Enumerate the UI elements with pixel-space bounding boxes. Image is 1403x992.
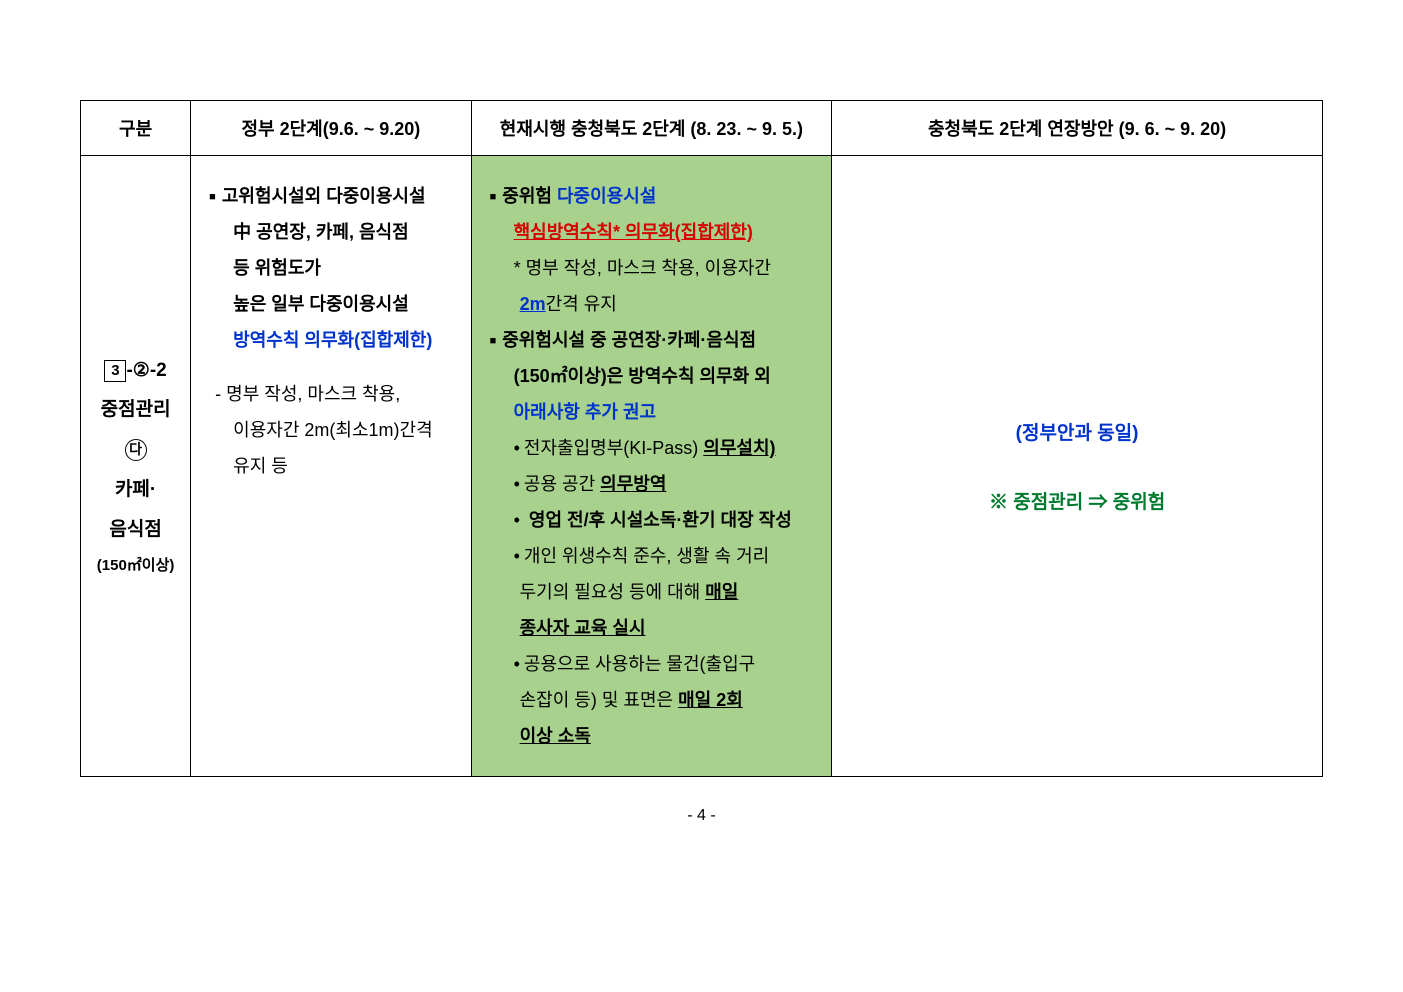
page-number: - 4 - <box>80 807 1323 825</box>
gov-l3: 등 위험도가 <box>209 250 452 286</box>
category-line4: 카페· <box>87 470 184 510</box>
cur-l1b: 다중이용시설 <box>557 186 656 206</box>
cur-l5: ■중위험시설 중 공연장·카페·음식점 <box>490 322 814 358</box>
cur-l1: ■중위험 다중이용시설 <box>490 178 814 214</box>
category-dash2: -2 <box>150 360 167 381</box>
square-bullet-icon: ■ <box>490 335 503 347</box>
cur-l2a: 핵심방역수칙* 의무화(집합제한) <box>514 222 753 242</box>
cur-l4b: 간격 유지 <box>546 294 617 314</box>
table-row: 3-②-2 중점관리 다 카페· 음식점 (150㎡이상) ■고위험시설외 다중… <box>81 156 1323 777</box>
cur-l12a: 두기의 필요성 등에 대해 <box>520 582 706 602</box>
header-current: 현재시행 충청북도 2단계 (8. 23. ~ 9. 5.) <box>471 101 832 156</box>
square-bullet-icon: ■ <box>490 191 503 203</box>
cur-l11: •개인 위생수칙 준수, 생활 속 거리 <box>490 538 814 574</box>
dot-bullet-icon: • <box>514 510 524 530</box>
category-line2: 중점관리 <box>87 390 184 430</box>
cur-l15: 손잡이 등) 및 표면은 매일 2회 <box>490 682 814 718</box>
cur-l9a: 공용 공간 <box>524 474 600 494</box>
dot-bullet-icon: • <box>514 654 524 674</box>
square-bullet-icon: ■ <box>209 191 222 203</box>
cur-l15b: 매일 2회 <box>678 690 743 710</box>
cur-l8b: 의무설치) <box>703 438 775 458</box>
boxed-number-icon: 3 <box>104 360 126 382</box>
gov-l1-text: 고위험시설외 다중이용시설 <box>222 186 426 206</box>
extension-cell: (정부안과 동일) ※ 중점관리 ⇒ 중위험 <box>832 156 1323 777</box>
category-line5: 음식점 <box>87 510 184 550</box>
cur-l6: (150㎡이상)은 방역수칙 의무화 외 <box>490 358 814 394</box>
gov-l8: 유지 등 <box>209 448 452 484</box>
cur-l4: 2m간격 유지 <box>490 286 814 322</box>
category-code: 3-②-2 <box>87 351 184 391</box>
circled-da-icon: 다 <box>125 439 147 461</box>
cur-l14t: 공용으로 사용하는 물건(출입구 <box>524 654 755 674</box>
cur-l14: •공용으로 사용하는 물건(출입구 <box>490 646 814 682</box>
cur-l12: 두기의 필요성 등에 대해 매일 <box>490 574 814 610</box>
ext-l2a: ※ 중점관리 <box>989 492 1088 513</box>
cur-l3: * 명부 작성, 마스크 착용, 이용자간 <box>490 250 814 286</box>
category-line6: (150㎡이상) <box>87 550 184 582</box>
cur-l5t: 중위험시설 중 공연장·카페·음식점 <box>502 330 756 350</box>
cur-l9b: 의무방역 <box>600 474 666 494</box>
cur-l10t: 영업 전/후 시설소독·환기 대장 작성 <box>524 510 792 530</box>
header-government: 정부 2단계(9.6. ~ 9.20) <box>191 101 471 156</box>
cur-l10: • 영업 전/후 시설소독·환기 대장 작성 <box>490 502 814 538</box>
cur-l1a: 중위험 <box>502 186 557 206</box>
cur-l15a: 손잡이 등) 및 표면은 <box>520 690 678 710</box>
cur-l9: •공용 공간 의무방역 <box>490 466 814 502</box>
gov-l1: ■고위험시설외 다중이용시설 <box>209 178 452 214</box>
cur-l11t: 개인 위생수칙 준수, 생활 속 거리 <box>524 546 769 566</box>
right-arrow-icon: ⇒ <box>1088 492 1107 513</box>
cur-l12b: 매일 <box>705 582 738 602</box>
cur-l7: 아래사항 추가 권고 <box>490 394 814 430</box>
cur-l8: •전자출입명부(KI-Pass) 의무설치) <box>490 430 814 466</box>
gov-l4: 높은 일부 다중이용시설 <box>209 286 452 322</box>
category-da: 다 <box>87 430 184 470</box>
cur-l2: 핵심방역수칙* 의무화(집합제한) <box>490 214 814 250</box>
gov-l5: 방역수칙 의무화(집합제한) <box>209 322 452 358</box>
current-cell: ■중위험 다중이용시설 핵심방역수칙* 의무화(집합제한) * 명부 작성, 마… <box>471 156 832 777</box>
table-header-row: 구분 정부 2단계(9.6. ~ 9.20) 현재시행 충청북도 2단계 (8.… <box>81 101 1323 156</box>
gov-l6: - 명부 작성, 마스크 착용, <box>209 376 452 412</box>
cur-l4a: 2m <box>520 294 546 314</box>
gov-l2: 中 공연장, 카페, 음식점 <box>209 214 452 250</box>
cur-l8a: 전자출입명부(KI-Pass) <box>524 438 703 458</box>
dot-bullet-icon: • <box>514 474 524 494</box>
header-extension: 충청북도 2단계 연장방안 (9. 6. ~ 9. 20) <box>832 101 1323 156</box>
ext-l1: (정부안과 동일) <box>832 418 1322 445</box>
cur-l13: 종사자 교육 실시 <box>490 610 814 646</box>
ext-l2: ※ 중점관리 ⇒ 중위험 <box>832 487 1322 514</box>
dot-bullet-icon: • <box>514 438 524 458</box>
cur-l16: 이상 소독 <box>490 718 814 754</box>
category-cell: 3-②-2 중점관리 다 카페· 음식점 (150㎡이상) <box>81 156 191 777</box>
header-category: 구분 <box>81 101 191 156</box>
circled-two-icon: ② <box>133 360 150 381</box>
dot-bullet-icon: • <box>514 546 524 566</box>
government-cell: ■고위험시설외 다중이용시설 中 공연장, 카페, 음식점 등 위험도가 높은 … <box>191 156 471 777</box>
policy-table: 구분 정부 2단계(9.6. ~ 9.20) 현재시행 충청북도 2단계 (8.… <box>80 100 1323 777</box>
ext-l2c: 중위험 <box>1107 492 1165 513</box>
gov-l7: 이용자간 2m(최소1m)간격 <box>209 412 452 448</box>
